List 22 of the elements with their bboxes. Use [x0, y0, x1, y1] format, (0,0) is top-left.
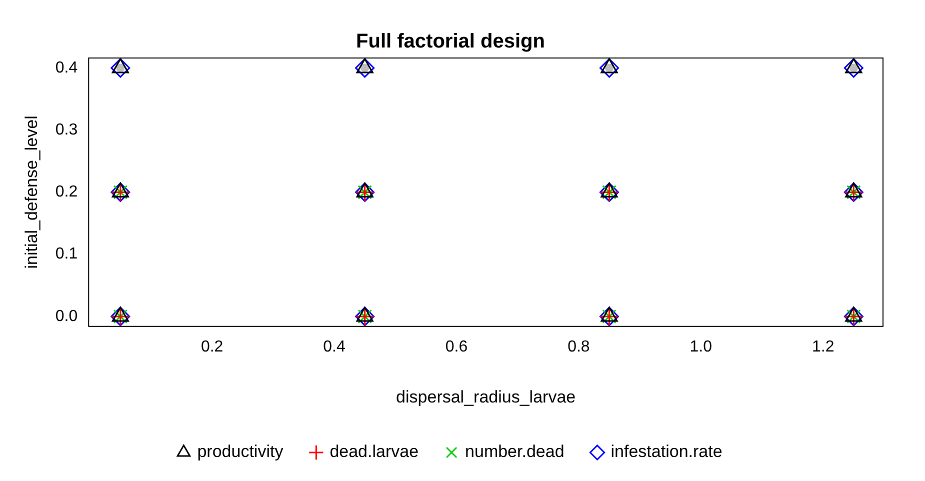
point [600, 58, 619, 78]
point [844, 58, 864, 78]
x-tick-label: 0.2 [200, 338, 224, 356]
y-tick-label: 0.3 [55, 121, 78, 138]
chart-title: Full factorial design [356, 30, 545, 53]
y-tick-label: 0.2 [55, 184, 78, 201]
y-tick-label: 0.4 [55, 59, 78, 76]
legend-label: number.dead [465, 442, 564, 462]
x-axis-title: dispersal_radius_larvae [396, 387, 576, 406]
legend-label: productivity [197, 442, 284, 462]
y-axis-title: initial_defense_level [22, 116, 41, 269]
x-tick-label: 0.4 [323, 338, 346, 356]
point [110, 58, 130, 78]
legend-label: infestation.rate [610, 442, 722, 462]
y-tick-label: 0.0 [55, 308, 78, 325]
point [355, 58, 375, 78]
legend-label: dead.larvae [330, 442, 419, 462]
y-tick-label: 0.1 [55, 246, 78, 263]
x-tick-label: 0.6 [445, 338, 468, 356]
x-tick-label: 1.0 [690, 338, 712, 356]
x-tick-label: 0.8 [568, 338, 590, 356]
x-tick-label: 1.2 [812, 338, 834, 356]
